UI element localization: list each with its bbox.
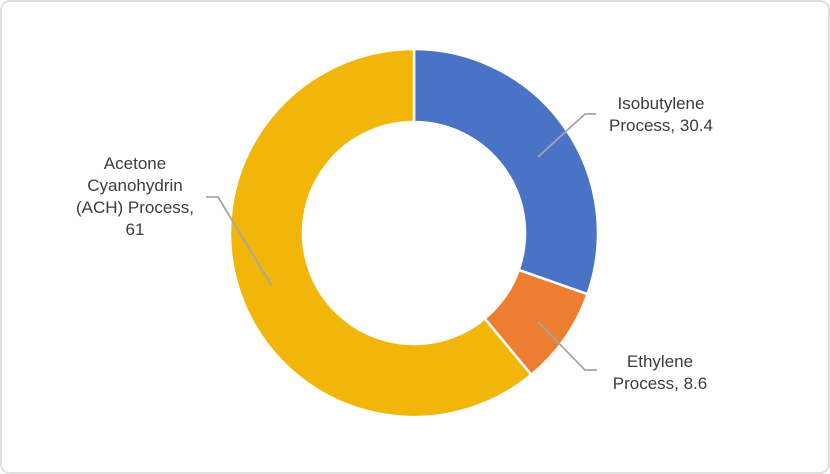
pie-slice-isobutylene-process[interactable] xyxy=(412,47,600,296)
data-label-isobutylene-process: Isobutylene Process, 30.4 xyxy=(609,94,713,135)
donut-slices xyxy=(228,47,600,419)
leader-line-ach-process xyxy=(206,196,273,287)
pie-slice-acetone-cyanohydrin-ach-process[interactable] xyxy=(228,47,533,419)
leader-line-ethylene-process xyxy=(537,321,597,371)
data-label-ethylene-process: Ethylene Process, 8.6 xyxy=(612,352,708,393)
leader-line-isobutylene-process xyxy=(537,113,596,158)
data-label-acetone-cyanohydrin-ach-process: Acetone Cyanohydrin (ACH) Process, 61 xyxy=(75,154,195,239)
